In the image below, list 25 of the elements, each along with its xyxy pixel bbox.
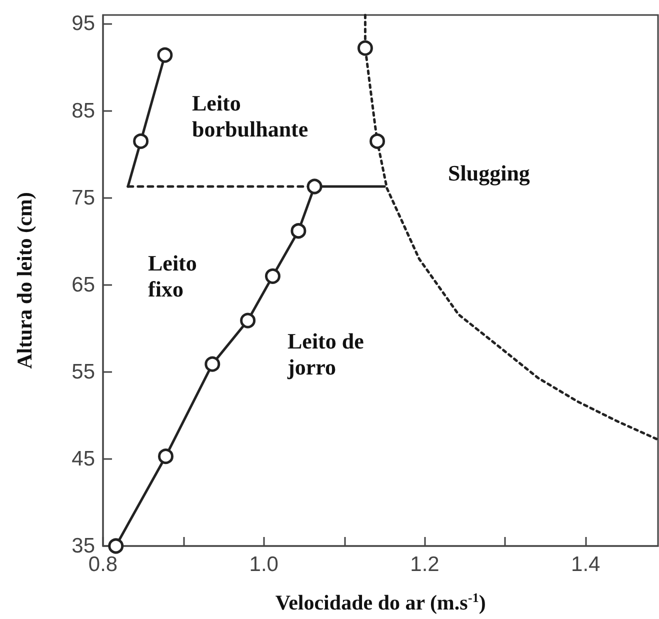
y-tick-label: 85 <box>72 99 95 122</box>
y-tick-label: 45 <box>72 447 95 470</box>
x-tick-label: 1.0 <box>249 553 278 576</box>
point <box>158 448 174 464</box>
point <box>264 268 280 284</box>
y-axis-title: Altura do leito (cm) <box>12 192 36 369</box>
y-tick-label: 55 <box>72 360 95 384</box>
x-tick-label: 1.2 <box>410 553 440 576</box>
annotation: Leito de jorro <box>286 328 370 380</box>
point <box>306 178 322 194</box>
x-tick-label: 1.4 <box>571 553 601 576</box>
annotation: Leito borbulhante <box>192 90 308 142</box>
y-tick-label: 75 <box>72 186 95 210</box>
point <box>108 538 124 554</box>
annotation: Slugging <box>448 160 530 186</box>
point <box>157 47 173 63</box>
point <box>357 40 373 56</box>
y-tick-label: 95 <box>72 12 95 36</box>
point <box>290 223 306 239</box>
point <box>133 133 149 149</box>
point <box>204 356 220 372</box>
point <box>240 312 256 328</box>
annotation: Leito fixo <box>148 250 202 302</box>
y-tick-label: 65 <box>72 273 95 296</box>
point <box>370 133 386 149</box>
